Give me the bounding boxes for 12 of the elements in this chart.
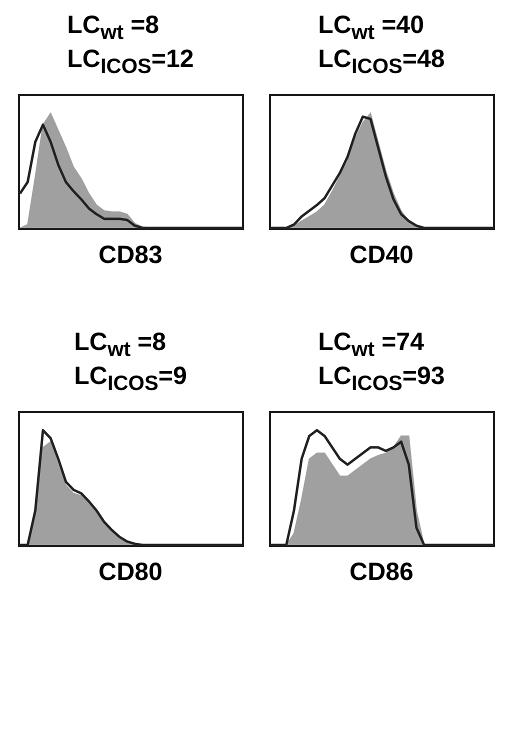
x-axis-title: CD40 — [350, 241, 414, 269]
chart-subtitle: LC$_{ICOS}$=48 — [318, 45, 445, 80]
chart-title: LC$_{wt}$ =8 — [67, 11, 160, 46]
chart-subtitle: LC$_{ICOS}$=12 — [67, 45, 194, 80]
x-axis-title: CD83 — [98, 241, 162, 269]
chart-subtitle: LC$_{ICOS}$=93 — [318, 362, 445, 397]
x-axis-title: CD86 — [350, 558, 414, 586]
chart-subtitle: LC$_{ICOS}$=9 — [74, 362, 187, 397]
chart-title: LC$_{wt}$ =74 — [318, 328, 425, 363]
chart-title: LC$_{wt}$ =40 — [318, 11, 425, 46]
chart-title: LC$_{wt}$ =8 — [74, 328, 168, 363]
x-axis-title: CD80 — [98, 558, 162, 586]
